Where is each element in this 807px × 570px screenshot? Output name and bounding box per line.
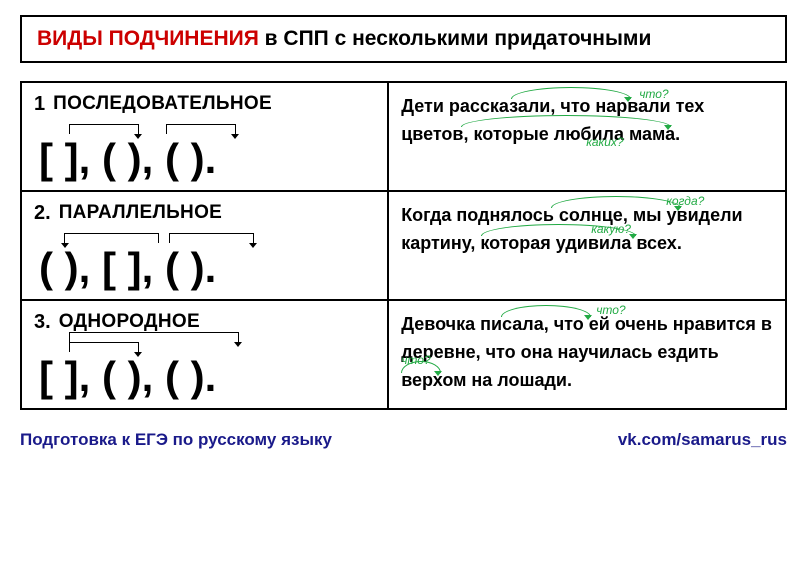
type-cell: 2. ПАРАЛЛЕЛЬНОЕ ( ), [ ], ( ). <box>21 191 388 300</box>
title-part1: ВИДЫ ПОДЧИНЕНИЯ <box>37 27 259 50</box>
row-number: 2. <box>34 202 51 225</box>
table-row: 1 ПОСЛЕДОВАТЕЛЬНОЕ [ ], ( ), ( ). что? к… <box>21 82 786 191</box>
row-number: 1 <box>34 93 45 116</box>
schema-diagram: [ ], ( ), ( ). <box>34 342 375 398</box>
type-label: ПАРАЛЛЕЛЬНОЕ <box>59 202 222 224</box>
type-cell: 1 ПОСЛЕДОВАТЕЛЬНОЕ [ ], ( ), ( ). <box>21 82 388 191</box>
table-row: 3. ОДНОРОДНОЕ [ ], ( ), ( ). что? что? Д… <box>21 300 786 409</box>
page-title: ВИДЫ ПОДЧИНЕНИЯ в СПП с несколькими прид… <box>37 27 770 51</box>
types-table: 1 ПОСЛЕДОВАТЕЛЬНОЕ [ ], ( ), ( ). что? к… <box>20 81 787 410</box>
title-box: ВИДЫ ПОДЧИНЕНИЯ в СПП с несколькими прид… <box>20 15 787 63</box>
type-label: ПОСЛЕДОВАТЕЛЬНОЕ <box>53 93 272 115</box>
table-row: 2. ПАРАЛЛЕЛЬНОЕ ( ), [ ], ( ). когда? ка… <box>21 191 786 300</box>
title-part2: в СПП с несколькими придаточными <box>259 27 652 50</box>
footer-right: vk.com/samarus_rus <box>618 430 787 450</box>
schema-diagram: [ ], ( ), ( ). <box>34 124 375 180</box>
footer-left: Подготовка к ЕГЭ по русскому языку <box>20 430 332 450</box>
example-text: когда? какую? Когда поднялось солнце, мы… <box>401 202 773 258</box>
example-cell: когда? какую? Когда поднялось солнце, мы… <box>388 191 786 300</box>
footer: Подготовка к ЕГЭ по русскому языку vk.co… <box>20 430 787 450</box>
type-cell: 3. ОДНОРОДНОЕ [ ], ( ), ( ). <box>21 300 388 409</box>
example-text: что? что? Девочка писала, что ей очень н… <box>401 311 773 395</box>
schema-diagram: ( ), [ ], ( ). <box>34 233 375 289</box>
example-cell: что? что? Девочка писала, что ей очень н… <box>388 300 786 409</box>
row-number: 3. <box>34 311 51 334</box>
example-cell: что? каких? Дети рассказали, что нарвали… <box>388 82 786 191</box>
example-text: что? каких? Дети рассказали, что нарвали… <box>401 93 773 149</box>
type-label: ОДНОРОДНОЕ <box>59 311 200 333</box>
